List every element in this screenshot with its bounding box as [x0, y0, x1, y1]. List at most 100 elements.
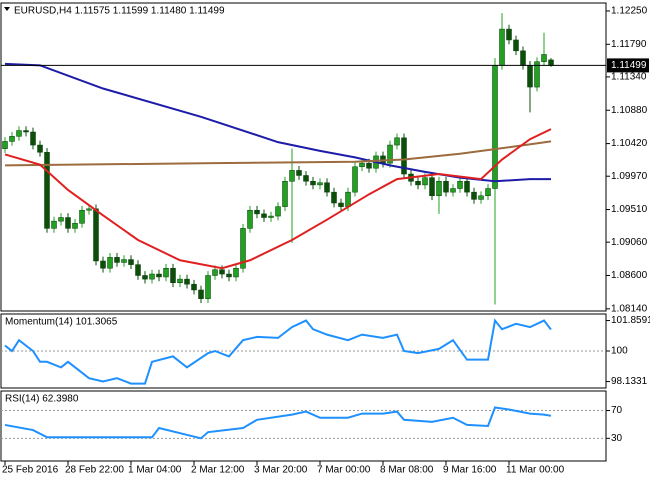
y-tick-label: 30 — [611, 433, 623, 444]
candle-body — [331, 191, 337, 204]
y-tick-label: 1.10420 — [611, 138, 648, 149]
candle-body — [492, 65, 498, 189]
candle-body — [254, 210, 260, 215]
candle-body — [86, 208, 92, 211]
indicator-line — [4, 318, 552, 385]
candle-body — [205, 275, 211, 299]
candle-body — [471, 191, 477, 200]
y-tick-label: 98.1331 — [611, 376, 648, 387]
candle-body — [359, 162, 365, 168]
candle-body — [296, 170, 302, 176]
panel-title: RSI(14) 62.3980 — [5, 394, 79, 405]
panel-title: EURUSD,H4 1.11575 1.11599 1.11480 1.1149… — [14, 6, 225, 17]
candle-body — [282, 181, 288, 207]
candle-body — [450, 188, 456, 193]
y-tick-label: 101.8591 — [611, 315, 650, 326]
indicator-line — [4, 140, 552, 167]
candle-body — [114, 257, 120, 263]
candle-body — [58, 217, 64, 222]
y-tick-label: 1.08600 — [611, 270, 648, 281]
candle-body — [394, 137, 400, 146]
candle-body — [422, 177, 428, 186]
candle-body — [2, 141, 8, 149]
y-tick-label: 1.11790 — [611, 39, 647, 50]
y-tick-label: 100 — [611, 346, 628, 357]
candle-body — [65, 217, 71, 229]
candle-body — [541, 54, 547, 62]
panel-frame — [0, 2, 607, 312]
candle-body — [247, 210, 253, 229]
candle-body — [457, 181, 463, 189]
candle-body — [30, 131, 36, 146]
candle-body — [184, 278, 190, 285]
y-tick-label: 1.09060 — [611, 237, 648, 248]
y-tick-label: 1.08140 — [611, 303, 648, 314]
x-tick-label: 25 Feb 2016 — [2, 465, 59, 476]
x-tick-label: 2 Mar 12:00 — [191, 465, 245, 476]
candle-body — [16, 130, 22, 137]
candle-body — [548, 59, 554, 66]
candle-body — [478, 195, 484, 200]
x-tick-label: 3 Mar 20:00 — [254, 465, 308, 476]
current-price-box — [607, 58, 649, 73]
candle-body — [289, 170, 295, 182]
y-tick-label: 1.09970 — [611, 171, 648, 182]
candle-body — [317, 182, 323, 186]
candle-body — [506, 28, 512, 41]
candle-body — [387, 144, 393, 164]
candle-body — [177, 278, 183, 283]
candle-body — [240, 228, 246, 269]
x-tick-label: 9 Mar 16:00 — [443, 465, 497, 476]
candle-body — [233, 267, 239, 278]
candle-body — [9, 136, 15, 142]
candle-body — [527, 65, 533, 88]
candle-body — [219, 269, 225, 275]
x-tick-label: 1 Mar 04:00 — [128, 465, 182, 476]
candle-body — [352, 166, 358, 193]
candle-body — [107, 257, 113, 269]
candle-body — [93, 208, 99, 262]
panel-title: Momentum(14) 101.3065 — [5, 317, 118, 328]
candle-body — [212, 269, 218, 276]
candle-body — [464, 181, 470, 193]
y-tick-label: 1.11340 — [611, 72, 647, 83]
current-price-label: 1.11499 — [611, 60, 647, 71]
candle-body — [443, 181, 449, 193]
indicator-line — [4, 128, 552, 270]
candle-body — [338, 202, 344, 207]
x-tick-label: 28 Feb 22:00 — [65, 465, 124, 476]
candle-body — [72, 223, 78, 229]
indicator-line — [4, 62, 551, 183]
candle-body — [513, 39, 519, 52]
y-tick-label: 70 — [611, 405, 623, 416]
candle-body — [170, 267, 176, 283]
indicator-line — [4, 406, 552, 440]
candle-body — [51, 220, 57, 229]
dropdown-icon — [4, 7, 10, 11]
candle-body — [520, 50, 526, 66]
candle-body — [324, 182, 330, 193]
candle-body — [191, 283, 197, 291]
candle-body — [37, 144, 43, 153]
candle-body — [156, 273, 162, 278]
candle-body — [345, 191, 351, 207]
panel-frame — [0, 390, 607, 462]
candle-body — [415, 181, 421, 186]
x-tick-label: 8 Mar 08:00 — [380, 465, 434, 476]
candle-body — [149, 273, 155, 280]
candle-body — [499, 28, 505, 66]
x-tick-label: 11 Mar 00:00 — [506, 465, 565, 476]
candle-body — [79, 210, 85, 224]
candle-body — [128, 259, 134, 265]
candle-body — [100, 260, 106, 269]
candle-body — [198, 289, 204, 299]
candle-body — [44, 152, 50, 229]
y-tick-label: 1.12250 — [611, 6, 648, 17]
candle-body — [142, 275, 148, 280]
candle-body — [275, 206, 281, 217]
candle-body — [429, 177, 435, 197]
candle-body — [135, 264, 141, 276]
candle-body — [485, 188, 491, 197]
